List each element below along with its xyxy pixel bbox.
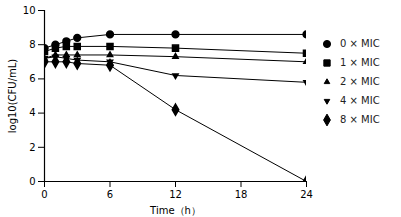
svg-text:2: 2 [29, 142, 35, 153]
svg-text:log10(CFU/mL): log10(CFU/mL) [7, 59, 18, 134]
svg-text:0: 0 [29, 176, 35, 187]
html-text:4 × MIC: 4 × MIC [340, 95, 380, 106]
svg-text:4: 4 [29, 107, 35, 118]
svg-text:6: 6 [107, 189, 113, 200]
svg-text:Time（h）: Time（h） [149, 205, 201, 216]
svg-text:0: 0 [41, 189, 47, 200]
html-text:1 × MIC: 1 × MIC [340, 57, 380, 68]
html-text:8 × MIC: 8 × MIC [340, 114, 380, 125]
svg-text:6: 6 [29, 73, 35, 84]
svg-text:12: 12 [169, 189, 182, 200]
svg-text:18: 18 [235, 189, 248, 200]
svg-text:24: 24 [300, 189, 313, 200]
svg-text:10: 10 [23, 5, 36, 16]
svg-text:8: 8 [29, 39, 35, 50]
html-text:0 × MIC: 0 × MIC [340, 38, 380, 49]
html-text:2 × MIC: 2 × MIC [340, 76, 380, 87]
